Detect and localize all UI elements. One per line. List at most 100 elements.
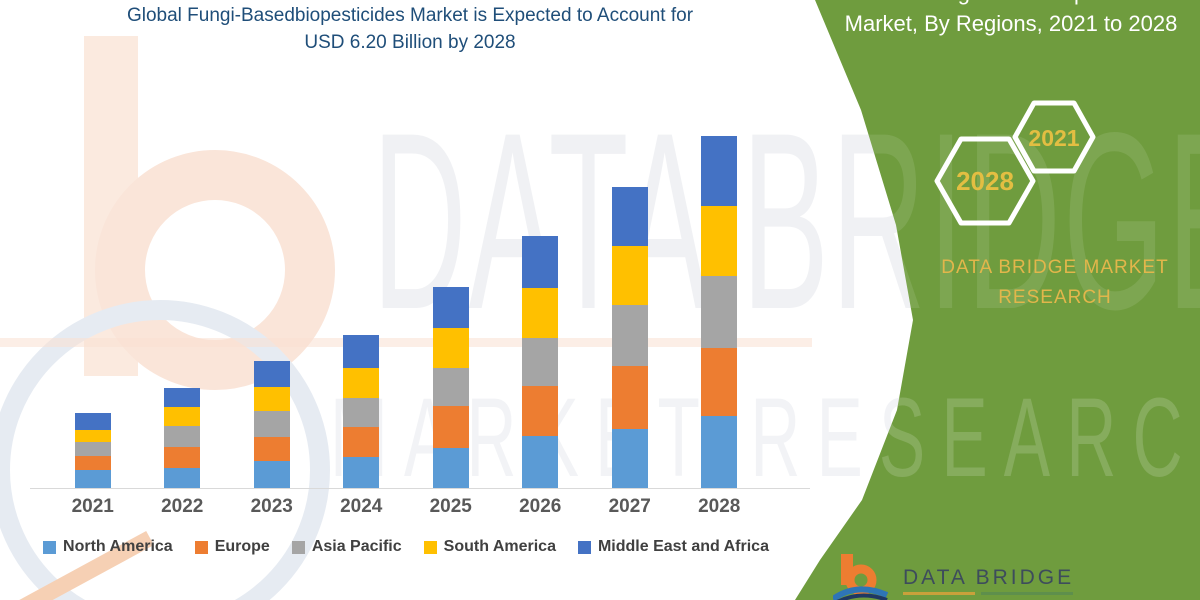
legend-swatch: [194, 540, 208, 554]
legend-item-europe: Europe: [194, 538, 270, 556]
panel-heading-line2: Market, By Regions, 2021 to 2028: [844, 11, 1178, 36]
legend-label: Europe: [214, 538, 270, 555]
bar-2025: [406, 128, 496, 488]
bar-segment-2027-south-america: [611, 246, 648, 306]
x-axis-label-2023: 2023: [250, 496, 293, 517]
legend-label: Asia Pacific: [311, 538, 402, 555]
bar-2021: [48, 128, 138, 488]
bar-segment-2025-north-america: [432, 447, 469, 488]
bar-segment-2026-south-america: [522, 287, 559, 338]
plot-area: [48, 128, 764, 488]
bar-segment-2027-europe: [611, 366, 648, 429]
legend-item-asia-pacific: Asia Pacific: [291, 538, 402, 556]
x-axis-label-2024: 2024: [340, 496, 383, 517]
bar-segment-2021-north-america: [74, 470, 111, 488]
bar-segment-2022-asia-pacific: [164, 425, 201, 448]
bar-segment-2023-asia-pacific: [253, 411, 290, 438]
bar-stack-2022: [164, 387, 201, 488]
legend-item-middle-east-and-africa: Middle East and Africa: [577, 538, 769, 556]
panel-heading-line1: Global Fungi-Basedbiopesticides: [826, 0, 1196, 8]
bar-2028: [675, 128, 765, 488]
bar-stack-2021: [74, 413, 111, 488]
bar-segment-2021-south-america: [74, 429, 111, 443]
x-axis-label-2027: 2027: [608, 496, 651, 517]
x-axis-label-2026: 2026: [519, 496, 562, 517]
bar-segment-2024-south-america: [343, 368, 380, 398]
x-axis-label-2022: 2022: [161, 496, 204, 517]
bar-segment-2023-south-america: [253, 386, 290, 412]
bar-segment-2024-north-america: [343, 457, 380, 488]
chart-title-line1: Global Fungi-Basedbiopesticides Market i…: [126, 5, 694, 26]
bar-segment-2026-asia-pacific: [522, 337, 559, 387]
bar-segment-2027-north-america: [611, 428, 648, 488]
bar-2027: [585, 128, 675, 488]
footer-logo: DATA BRIDGE MARKET RESEARCH: [833, 554, 1116, 600]
year-hexagons: 2028 2021: [934, 100, 1096, 226]
bar-stack-2028: [701, 135, 738, 488]
bar-segment-2025-south-america: [432, 327, 469, 368]
legend-swatch: [577, 540, 591, 554]
legend-item-north-america: North America: [43, 538, 173, 556]
x-axis-line: [30, 488, 810, 489]
hexagon-2021: 2021: [1012, 100, 1096, 174]
bar-segment-2028-south-america: [701, 205, 738, 276]
bar-segment-2028-asia-pacific: [701, 275, 738, 348]
footer-logo-subline: MARKET RESEARCH: [903, 597, 1116, 600]
chart-title: Global Fungi-Basedbiopesticides Market i…: [38, 2, 782, 56]
bar-stack-2023: [253, 360, 290, 488]
bar-segment-2023-europe: [253, 437, 290, 462]
x-axis-label-2025: 2025: [429, 496, 472, 517]
bar-segment-2025-asia-pacific: [432, 367, 469, 406]
chart-title-line2: USD 6.20 Billion by 2028: [304, 32, 516, 53]
footer-logo-icon: [833, 554, 889, 600]
svg-text:2021: 2021: [1028, 125, 1079, 151]
bar-stack-2027: [611, 186, 648, 488]
bar-segment-2021-middle-east-and-africa: [74, 413, 111, 430]
bar-segment-2021-europe: [74, 456, 111, 471]
bar-segment-2028-europe: [701, 347, 738, 417]
bar-2026: [496, 128, 586, 488]
bar-segment-2026-europe: [522, 386, 559, 436]
legend-swatch: [423, 540, 437, 554]
legend-item-south-america: South America: [423, 538, 556, 556]
legend-label: South America: [443, 538, 556, 555]
bar-segment-2027-middle-east-and-africa: [611, 186, 648, 247]
brand-line1: DATA BRIDGE MARKET: [941, 257, 1169, 278]
bar-segment-2028-north-america: [701, 416, 738, 488]
svg-text:2028: 2028: [956, 166, 1014, 196]
bar-segment-2026-north-america: [522, 435, 559, 488]
bar-segment-2024-asia-pacific: [343, 397, 380, 428]
legend-label: North America: [63, 538, 173, 555]
panel-heading: Global Fungi-Basedbiopesticides Market, …: [826, 0, 1196, 39]
bar-stack-2025: [432, 286, 469, 488]
x-axis-label-2021: 2021: [71, 496, 114, 517]
bar-segment-2025-middle-east-and-africa: [432, 286, 469, 328]
bar-stack-2026: [522, 236, 559, 488]
footer-logo-underline: [903, 592, 1073, 595]
bar-segment-2027-asia-pacific: [611, 305, 648, 367]
bar-stack-2024: [343, 335, 380, 488]
brand-line2: RESEARCH: [998, 287, 1112, 308]
bar-segment-2026-middle-east-and-africa: [522, 236, 559, 288]
hexagon-2028: 2028: [934, 136, 1036, 226]
bar-segment-2022-south-america: [164, 406, 201, 426]
bar-segment-2021-asia-pacific: [74, 442, 111, 457]
footer-logo-name: DATA BRIDGE: [903, 566, 1075, 589]
bar-segment-2022-europe: [164, 447, 201, 468]
x-axis-label-2028: 2028: [698, 496, 741, 517]
legend-label: Middle East and Africa: [597, 538, 769, 555]
bar-segment-2024-middle-east-and-africa: [343, 335, 380, 369]
brand-text: DATA BRIDGE MARKET RESEARCH: [905, 253, 1200, 313]
bar-segment-2025-europe: [432, 405, 469, 448]
bar-2022: [138, 128, 228, 488]
bar-segment-2024-europe: [343, 427, 380, 458]
legend: North America Europe Asia Pacific South Ame…: [0, 538, 812, 556]
legend-swatch: [291, 540, 305, 554]
bar-2024: [317, 128, 407, 488]
bar-segment-2022-north-america: [164, 467, 201, 488]
x-axis-labels: 2021 2022 2023 2024 2025 2026 2027 2028: [48, 496, 764, 518]
bar-segment-2023-middle-east-and-africa: [253, 360, 290, 387]
legend-swatch: [43, 540, 57, 554]
bar-segment-2022-middle-east-and-africa: [164, 387, 201, 407]
